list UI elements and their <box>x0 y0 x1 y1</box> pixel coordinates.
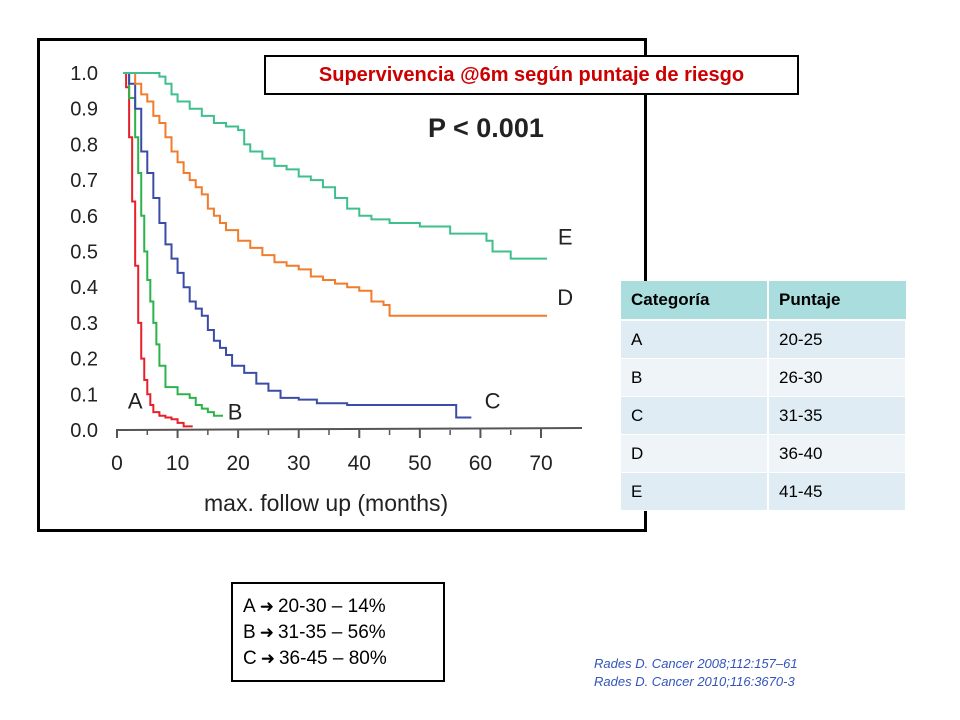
chart-title: Supervivencia @6m según puntaje de riesg… <box>318 63 745 86</box>
table-cell-category: E <box>621 473 769 511</box>
x-tick-label: 40 <box>348 452 371 475</box>
summary-group: A <box>243 596 256 617</box>
summary-box: A ➜ 20-30 – 14% B ➜ 31-35 – 56% C ➜ 36-45 – 80… <box>231 582 445 682</box>
table-cell-category: B <box>621 359 769 397</box>
x-tick-label: 30 <box>287 452 310 475</box>
category-score-table: Categoría Puntaje A 20-25 B 26-30 C 31-3… <box>621 281 906 511</box>
x-axis-label: max. follow up (months) <box>204 490 449 516</box>
summary-text: 20-30 – 14% <box>277 596 386 617</box>
table-cell-category: C <box>621 397 769 435</box>
curve-label-c: C <box>485 389 501 414</box>
y-tick-label: 0.9 <box>70 99 98 121</box>
y-tick-label: 0.1 <box>70 384 98 406</box>
summary-line: C ➜ 36-45 – 80% <box>243 646 443 672</box>
y-tick-label: 0.2 <box>70 349 98 371</box>
km-curve-d <box>123 72 548 317</box>
table-cell-score: 31-35 <box>769 397 906 435</box>
km-curve-c <box>123 72 472 419</box>
y-tick-label: 0.3 <box>70 313 98 335</box>
km-curve-e <box>123 72 548 260</box>
table-header-puntaje: Puntaje <box>769 281 906 321</box>
km-curve-b <box>123 72 223 417</box>
table-row: A 20-25 <box>621 321 906 359</box>
x-tick-label: 50 <box>408 452 431 475</box>
x-tick-label: 10 <box>166 452 189 475</box>
x-tick-label: 20 <box>226 452 249 475</box>
km-curve-a <box>123 72 193 428</box>
curve-label-b: B <box>228 399 243 424</box>
summary-group: B <box>243 622 256 643</box>
table-header-row: Categoría Puntaje <box>621 281 906 321</box>
x-tick-label: 60 <box>469 452 492 475</box>
y-tick-label: 0.7 <box>70 170 98 192</box>
arrow-right-icon: ➜ <box>259 597 274 616</box>
y-tick-label: 0.8 <box>70 134 98 156</box>
summary-text: 36-45 – 80% <box>278 648 387 669</box>
summary-line: A ➜ 20-30 – 14% <box>243 594 443 620</box>
table-cell-score: 36-40 <box>769 435 906 473</box>
table-row: E 41-45 <box>621 473 906 511</box>
y-tick-label: 1.0 <box>70 63 98 85</box>
reference-item: Rades D. Cancer 2008;112:157–61 <box>594 656 798 671</box>
table-cell-score: 26-30 <box>769 359 906 397</box>
arrow-right-icon: ➜ <box>260 649 275 668</box>
y-tick-label: 0.6 <box>70 206 98 228</box>
y-tick-label: 0.5 <box>70 242 98 264</box>
curve-label-e: E <box>558 224 573 249</box>
arrow-right-icon: ➜ <box>259 623 274 642</box>
y-tick-label: 0.0 <box>70 420 98 442</box>
table-cell-score: 41-45 <box>769 473 906 511</box>
chart-title-box: Supervivencia @6m según puntaje de riesg… <box>264 55 799 95</box>
curve-label-a: A <box>128 389 143 414</box>
table-header-categoria: Categoría <box>621 281 769 321</box>
table-cell-score: 20-25 <box>769 321 906 359</box>
table-cell-category: A <box>621 321 769 359</box>
references: Rades D. Cancer 2008;112:157–61 Rades D.… <box>594 655 798 691</box>
summary-group: C <box>243 648 257 669</box>
y-tick-label: 0.4 <box>70 277 98 299</box>
table-row: D 36-40 <box>621 435 906 473</box>
table-row: B 26-30 <box>621 359 906 397</box>
table-cell-category: D <box>621 435 769 473</box>
summary-line: B ➜ 31-35 – 56% <box>243 620 443 646</box>
p-value-label: P < 0.001 <box>428 113 544 143</box>
reference-item: Rades D. Cancer 2010;116:3670-3 <box>594 674 795 689</box>
x-tick-label: 0 <box>111 452 123 475</box>
table-row: C 31-35 <box>621 397 906 435</box>
curve-label-d: D <box>557 285 573 310</box>
x-tick-label: 70 <box>529 452 552 475</box>
x-axis-line <box>116 427 583 431</box>
summary-text: 31-35 – 56% <box>277 622 386 643</box>
